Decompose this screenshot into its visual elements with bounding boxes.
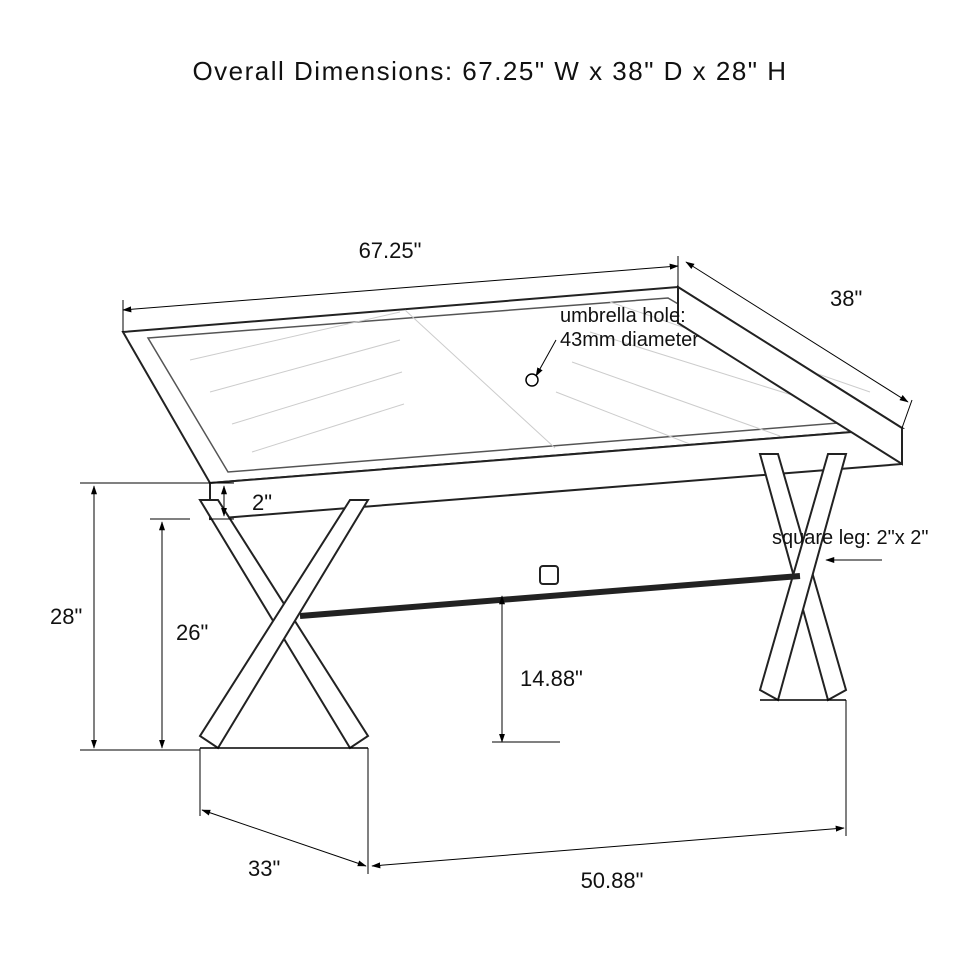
- stretcher: [300, 566, 800, 616]
- dim-overall-h-label: 28": [50, 604, 82, 629]
- dim-inner-h-label: 26": [176, 620, 208, 645]
- stretcher-collar: [540, 566, 558, 584]
- dim-depth-label: 38": [830, 286, 862, 311]
- dim-leg-depth: [202, 810, 366, 866]
- umbrella-label-2: 43mm diameter: [560, 329, 699, 351]
- left-x-leg: [200, 500, 368, 748]
- umbrella-label-1: umbrella hole:: [560, 305, 686, 327]
- dim-leg-span-label: 50.88": [581, 868, 644, 893]
- dim-stretcher-h-label: 14.88": [520, 666, 583, 691]
- square-leg-label: square leg: 2"x 2": [772, 527, 929, 549]
- table-drawing: [123, 287, 902, 748]
- dim-apron-label: 2": [252, 490, 272, 515]
- dim-leg-depth-label: 33": [248, 856, 280, 881]
- dim-leg-span: [372, 828, 844, 866]
- diagram-title: Overall Dimensions: 67.25" W x 38" D x 2…: [192, 56, 787, 86]
- dim-width-label: 67.25": [359, 238, 422, 263]
